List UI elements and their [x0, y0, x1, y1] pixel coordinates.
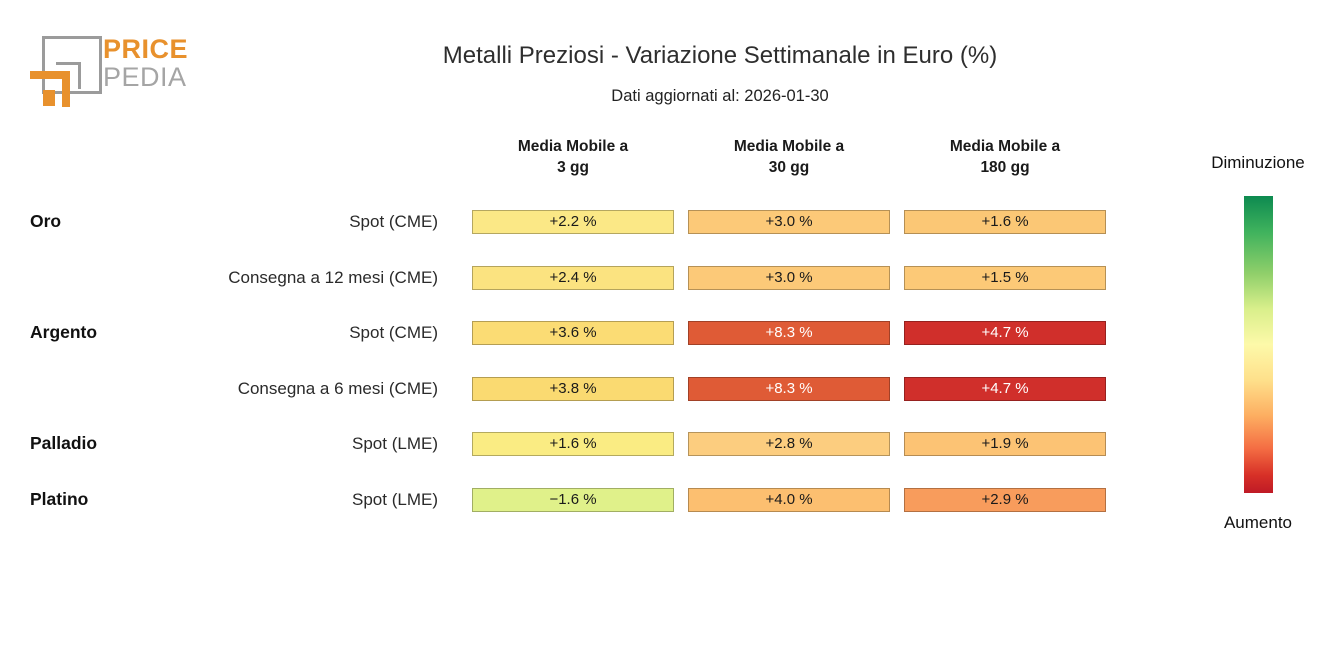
logo-orange-corner-icon	[30, 71, 70, 107]
logo-square-icon	[42, 36, 102, 94]
pricepedia-logo: PRICE PEDIA	[30, 28, 200, 120]
heatmap-cell: +1.6 %	[472, 432, 674, 456]
column-header: Media Mobile a 3 gg	[517, 138, 629, 176]
row-series-label: Consegna a 6 mesi (CME)	[237, 378, 438, 398]
heatmap-cell: +2.2 %	[472, 210, 674, 234]
row-group-label: Palladio	[30, 433, 98, 453]
heatmap-cell: +2.4 %	[472, 265, 674, 290]
logo-text-price: PRICE	[103, 34, 189, 64]
heatmap-cell: +3.0 %	[688, 265, 890, 290]
chart-title: Metalli Preziosi - Variazione Settimanal…	[442, 42, 998, 69]
column-header: Media Mobile a 30 gg	[733, 138, 845, 176]
heatmap-cell: +4.0 %	[688, 487, 890, 512]
legend-label-decrease: Diminuzione	[1211, 153, 1305, 172]
logo-text-pedia: PEDIA	[103, 62, 187, 92]
row-group-label: Platino	[30, 488, 89, 509]
chart-subtitle: Dati aggiornati al: 2026-01-30	[611, 87, 829, 105]
heatmap-cell: +1.6 %	[904, 210, 1106, 234]
heatmap-cell: +3.8 %	[472, 376, 674, 401]
heatmap-cell: +8.3 %	[688, 376, 890, 401]
column-header: Media Mobile a 180 gg	[949, 138, 1061, 176]
heatmap-cell: +4.7 %	[904, 321, 1106, 345]
legend-label-increase: Aumento	[1223, 513, 1293, 532]
legend-gradient-bar	[1244, 196, 1273, 493]
heatmap-cell: +8.3 %	[688, 321, 890, 345]
row-series-label: Spot (LME)	[352, 489, 438, 509]
row-group-label: Oro	[30, 211, 62, 231]
heatmap-cell: −1.6 %	[472, 487, 674, 512]
row-series-label: Spot (CME)	[349, 323, 438, 342]
heatmap-cell: +2.8 %	[688, 432, 890, 456]
logo-gray-corner-icon	[56, 62, 81, 89]
heatmap-cell: +4.7 %	[904, 376, 1106, 401]
heatmap-cell: +1.9 %	[904, 432, 1106, 456]
heatmap-cell: +1.5 %	[904, 265, 1106, 290]
row-series-label: Consegna a 12 mesi (CME)	[228, 267, 438, 287]
heatmap-cell: +3.6 %	[472, 321, 674, 345]
logo-orange-block-icon	[43, 90, 55, 106]
row-group-label: Argento	[30, 322, 98, 342]
logo-text: PRICE PEDIA	[103, 35, 188, 91]
row-series-label: Spot (LME)	[352, 434, 438, 453]
row-series-label: Spot (CME)	[349, 212, 438, 231]
heatmap-cell: +3.0 %	[688, 210, 890, 234]
heatmap-cell: +2.9 %	[904, 487, 1106, 512]
